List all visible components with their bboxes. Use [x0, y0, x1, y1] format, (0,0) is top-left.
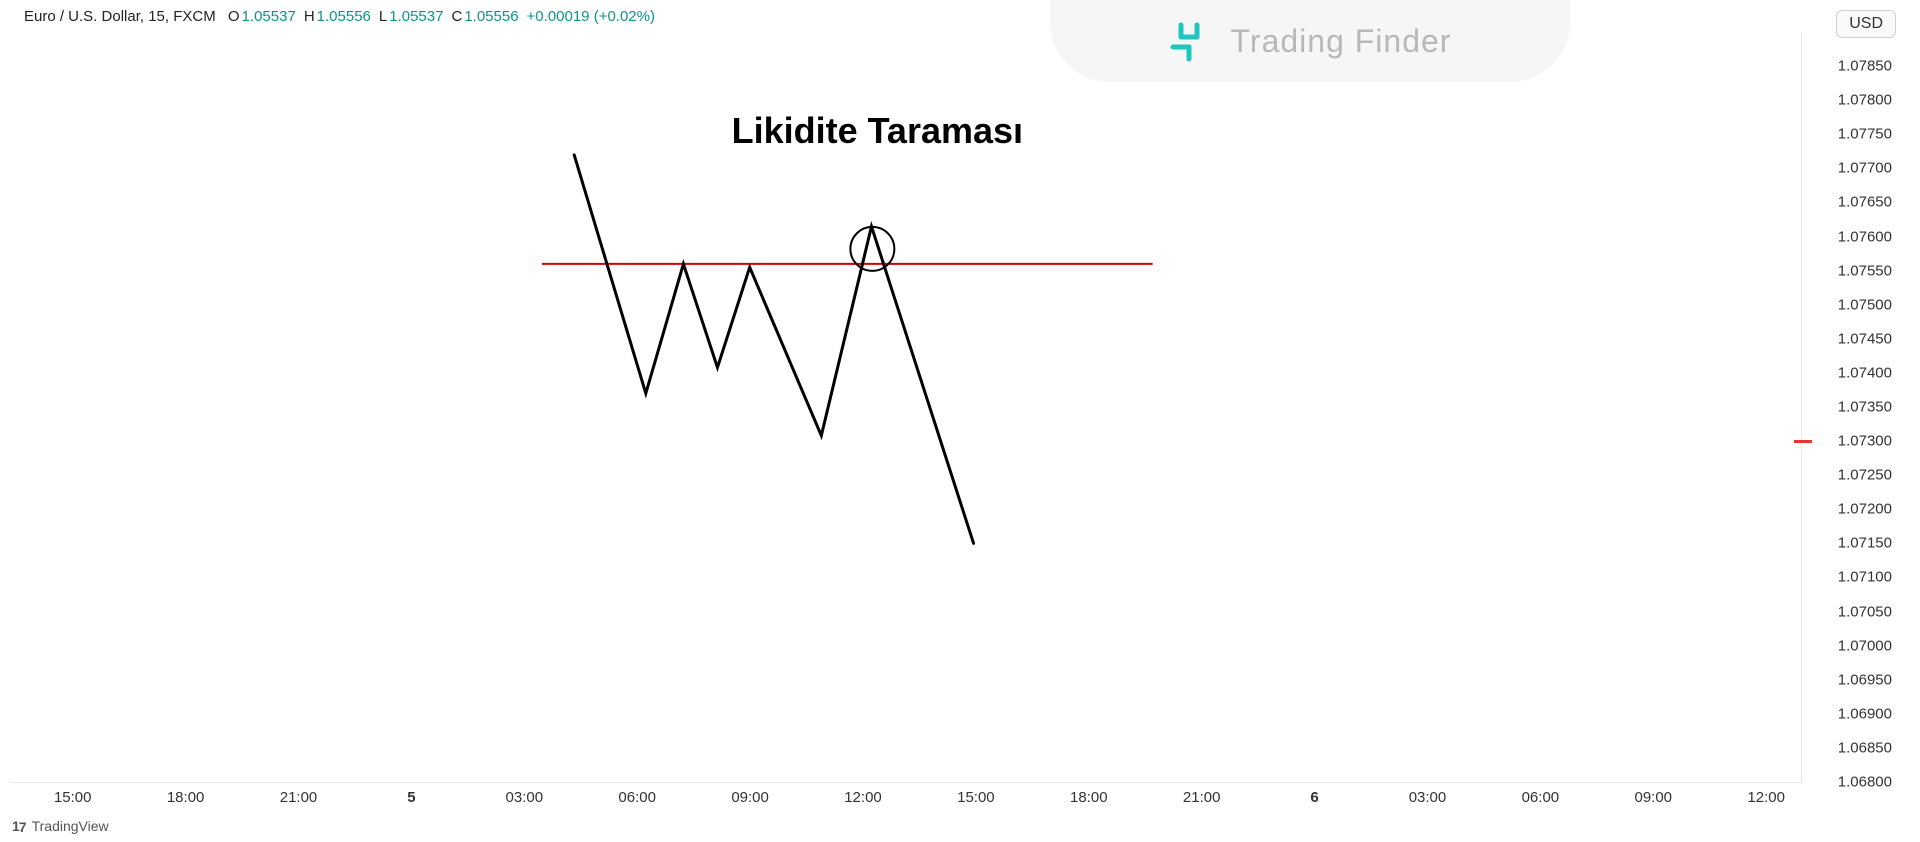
- ohlc-open-label: O: [224, 8, 240, 25]
- price-tick: 1.06800: [1838, 774, 1892, 791]
- price-line: [574, 155, 973, 543]
- time-tick: 18:00: [167, 789, 205, 806]
- price-tick: 1.07400: [1838, 364, 1892, 381]
- ohlc-close-label: C: [451, 8, 462, 25]
- price-tick: 1.07100: [1838, 569, 1892, 586]
- symbol-info-bar: Euro / U.S. Dollar, 15, FXCM O1.05537 H1…: [0, 0, 1920, 32]
- price-tick: 1.07600: [1838, 228, 1892, 245]
- price-change: +0.00019 (+0.02%): [527, 8, 655, 25]
- price-axis[interactable]: 1.07850 1.07800 1.07750 1.07700 1.07650 1.076…: [1802, 32, 1920, 782]
- ohlc-open-value: 1.05537: [242, 8, 296, 25]
- time-tick: 21:00: [1183, 789, 1221, 806]
- price-tick: 1.06850: [1838, 739, 1892, 756]
- price-tick: 1.07200: [1838, 501, 1892, 518]
- price-tick: 1.07550: [1838, 262, 1892, 279]
- price-tick: 1.06900: [1838, 705, 1892, 722]
- time-tick: 03:00: [1409, 789, 1447, 806]
- tradingview-watermark: 17 TradingView: [12, 818, 109, 834]
- price-tick: 1.07000: [1838, 637, 1892, 654]
- ohlc-close-value: 1.05556: [464, 8, 518, 25]
- chart-container: Euro / U.S. Dollar, 15, FXCM O1.05537 H1…: [0, 0, 1920, 842]
- price-tick: 1.07650: [1838, 194, 1892, 211]
- price-tick: 1.07800: [1838, 92, 1892, 109]
- time-axis[interactable]: 15:00 18:00 21:00 5 03:00 06:00 09:00 12:00 15:0…: [10, 782, 1802, 814]
- price-tick: 1.07700: [1838, 160, 1892, 177]
- current-price-marker: [1794, 440, 1812, 443]
- symbol-name[interactable]: Euro / U.S. Dollar, 15, FXCM: [24, 8, 216, 25]
- price-tick: 1.07150: [1838, 535, 1892, 552]
- price-tick: 1.07500: [1838, 296, 1892, 313]
- price-tick: 1.07750: [1838, 126, 1892, 143]
- price-tick: 1.07250: [1838, 467, 1892, 484]
- time-tick: 15:00: [54, 789, 92, 806]
- ohlc-high-label: H: [304, 8, 315, 25]
- time-tick: 09:00: [731, 789, 769, 806]
- time-tick: 09:00: [1634, 789, 1672, 806]
- chart-plot-area[interactable]: Likidite Taraması: [10, 32, 1802, 782]
- tradingview-text: TradingView: [32, 818, 109, 834]
- time-tick: 06:00: [1522, 789, 1560, 806]
- time-tick: 18:00: [1070, 789, 1108, 806]
- time-tick: 12:00: [844, 789, 882, 806]
- price-tick: 1.07050: [1838, 603, 1892, 620]
- time-tick: 03:00: [506, 789, 544, 806]
- ohlc-low-value: 1.05537: [389, 8, 443, 25]
- ohlc-high-value: 1.05556: [317, 8, 371, 25]
- liquidity-sweep-label: Likidite Taraması: [732, 110, 1023, 152]
- time-tick: 06:00: [618, 789, 656, 806]
- time-tick: 6: [1310, 789, 1318, 806]
- price-tick: 1.07450: [1838, 330, 1892, 347]
- price-tick: 1.07850: [1838, 58, 1892, 75]
- price-tick: 1.06950: [1838, 671, 1892, 688]
- price-tick: 1.07300: [1838, 433, 1892, 450]
- time-tick: 21:00: [280, 789, 318, 806]
- time-tick: 5: [407, 789, 415, 806]
- time-tick: 12:00: [1747, 789, 1785, 806]
- tradingview-mark-icon: 17: [12, 818, 26, 834]
- ohlc-low-label: L: [379, 8, 387, 25]
- price-tick: 1.07350: [1838, 399, 1892, 416]
- time-tick: 15:00: [957, 789, 995, 806]
